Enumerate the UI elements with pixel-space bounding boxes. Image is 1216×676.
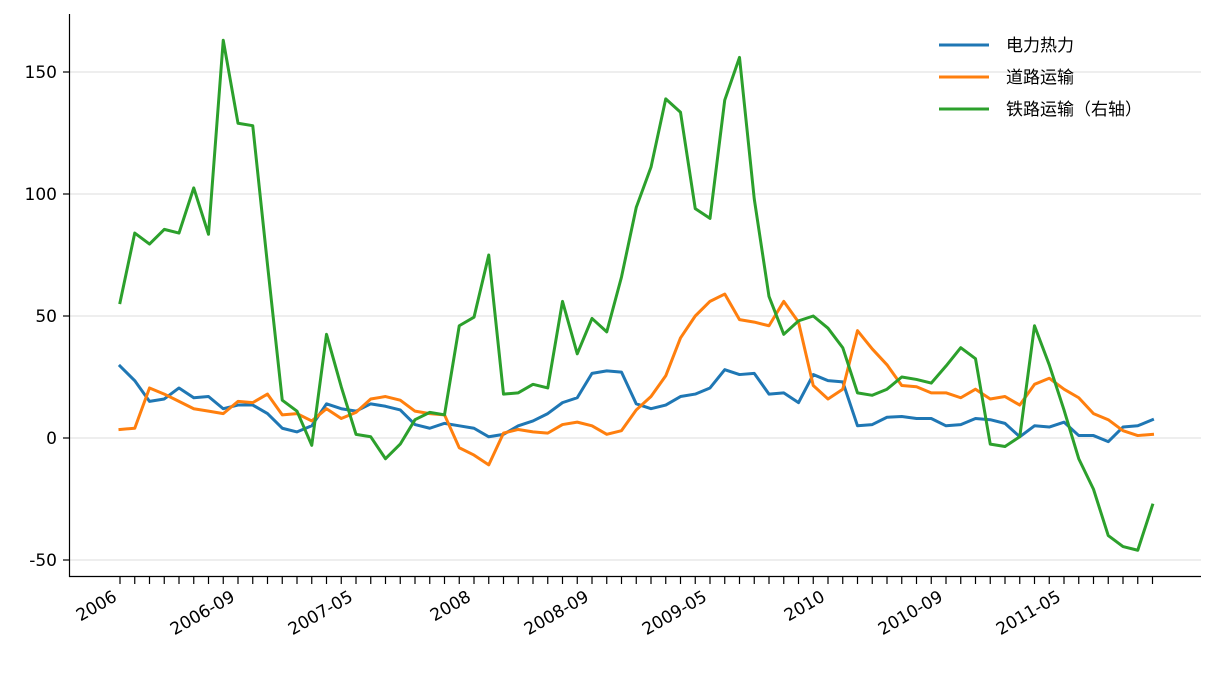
series-line-2 [118,38,1155,552]
legend-label-1: 道路运输 [1006,68,1074,88]
x-tick-label: 2011-05 [993,587,1065,640]
x-tick-label: 2010 [781,587,828,626]
legend-label-2: 铁路运输（右轴） [1006,100,1142,120]
x-tick-label: 2010-09 [875,587,947,640]
x-tick-label: 2006-09 [167,587,239,640]
y-tick-label: -50 [29,551,57,571]
x-tick-label: 2009-05 [639,587,711,640]
y-tick-label: 50 [35,307,57,327]
y-tick-label: 100 [25,185,57,205]
axes [68,14,1201,578]
y-tick-label: 0 [46,429,57,449]
x-tick-label: 2006 [73,587,120,626]
x-ticks: 2006 2006-09 2007-05 2008 2008-09 2009-05 2010… [73,577,1154,640]
x-tick-label: 2008-09 [521,587,593,640]
x-tick-label: 2008 [427,587,474,626]
series-line-0 [117,363,1155,444]
grid [70,71,1201,561]
y-ticks: -50 0 50 100 150 [25,63,69,571]
series-lines [117,38,1155,552]
legend-label-0: 电力热力 [1006,36,1074,56]
y-tick-label: 150 [25,63,57,83]
x-tick-label: 2007-05 [285,587,357,640]
